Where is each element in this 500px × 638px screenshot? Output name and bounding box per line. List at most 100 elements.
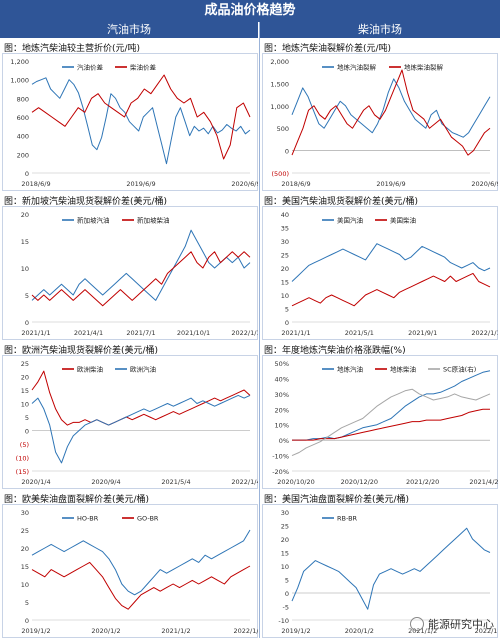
y-tick-label: 15 [21,563,29,571]
line-chart: -20% -10% 0% 10% 20% 30% 40% 50% 2020/10/20 2020/… [262,355,500,489]
x-tick-label: 2020/10/20 [277,478,314,486]
x-tick-label: 2021/9/1 [408,329,437,337]
x-tick-label: 2020/12/20 [341,478,378,486]
line-chart: (500) 0 500 1,000 1,500 2,000 2018/6/9 2019/6/9… [262,53,500,191]
series-line [291,78,491,138]
x-tick-label: 2022/1/1 [231,329,258,337]
y-tick-label: 25 [21,527,29,535]
x-tick-label: 2021/1/1 [21,329,50,337]
x-tick-label: 2020/1/2 [345,627,374,635]
y-tick-label: 40% [275,375,289,383]
series-line [292,370,491,441]
legend-label: 新加坡柴油 [137,216,170,225]
x-tick-label: 2022/1/1 [471,329,498,337]
y-tick-label: 0 [25,170,29,178]
x-tick-label: 2022/1/4 [231,478,258,486]
legend-label: 地炼柴油裂解 [404,63,444,72]
y-tick-label: 20 [281,536,289,544]
chart-frame [262,206,498,340]
y-tick-label: 40 [281,211,289,219]
chart-title: 图：地炼汽柴油较主营折价(元/吨) [4,44,141,54]
x-tick-label: 2022/1 [475,627,498,635]
legend-label: 欧洲汽油 [130,365,156,374]
y-tick-label: (15) [16,468,29,476]
y-tick-label: 30 [281,509,289,517]
y-tick-label: -5 [283,604,289,612]
y-tick-label: 20% [275,406,289,414]
y-tick-label: 10 [281,563,289,571]
y-tick-label: 50% [275,360,289,368]
legend-label: HO-BR [77,515,99,523]
y-tick-label: 30 [21,509,29,517]
x-tick-label: 2021/1/2 [408,627,437,635]
legend-label: 新加坡汽油 [77,216,110,225]
legend-label: 汽油价差 [77,63,104,72]
x-tick-label: 2021/4/1 [74,329,103,337]
y-tick-label: 200 [17,151,29,159]
chart-title: 图：地炼汽柴油裂解价差(元/吨) [264,44,392,54]
y-tick-label: 0 [285,590,289,598]
y-tick-label: 15 [21,238,29,246]
wechat-logo-icon [410,617,424,631]
series-line [31,529,251,596]
line-chart: 0 5 10 15 20 2021/1/1 2021/4/1 2021/7/1 2021/10/… [2,206,261,340]
series-line [31,77,251,165]
line-chart: 0 5 10 15 20 25 30 2019/1/2 2020/1/2 2021/1/2 2022… [2,504,259,638]
y-tick-label: 5 [285,306,289,314]
series-line [31,74,251,160]
y-tick-label: 5 [25,292,29,300]
legend-label: 美国汽油 [337,216,363,225]
chart-frame [2,53,258,191]
x-tick-label: 2018/6/9 [21,180,50,188]
y-tick-label: 20 [21,374,29,382]
y-tick-label: 25 [281,523,289,531]
y-tick-label: 0 [285,319,289,327]
y-tick-label: 30 [281,238,289,246]
chart-title: 图：美国汽油盘面裂解价差(美元/桶) [264,495,410,505]
y-tick-label: 5 [25,414,29,422]
y-tick-label: 600 [17,114,29,122]
y-tick-label: 1,000 [10,77,29,85]
legend-label: 欧洲柴油 [77,365,103,374]
x-tick-label: 2021/2/20 [406,478,439,486]
chart-title: 图：欧洲汽柴油现货裂解价差(美元/桶) [4,346,159,356]
series-line [31,229,251,301]
y-tick-label: 0 [25,617,29,625]
y-tick-label: 10% [275,422,289,430]
y-tick-label: 1,200 [10,58,29,66]
legend-label: 柴油价差 [130,63,157,72]
x-tick-label: 2021/4/20 [469,478,498,486]
x-tick-label: 2018/6/9 [281,180,310,188]
chart-frame [262,355,498,489]
y-tick-label: 15 [281,550,289,558]
series-line [292,408,490,441]
legend-label: 地炼柴油 [390,365,416,374]
y-tick-label: 10 [21,581,29,589]
x-tick-label: 2022/1/ [233,627,258,635]
series-line [31,251,251,307]
y-tick-label: -20% [272,468,289,476]
line-chart: 0 5 10 15 20 25 30 35 40 2021/1/1 2021/5/1 2021/9/1… [262,206,500,340]
chart-title: 图：美国汽柴油现货裂解价差(美元/桶) [264,197,419,207]
y-tick-label: 10 [281,292,289,300]
x-tick-label: 2019/1/2 [21,627,50,635]
legend-label: 地炼汽油裂解 [337,63,377,72]
y-tick-label: 15 [21,387,29,395]
y-tick-label: 25 [21,360,29,368]
x-tick-label: 2021/5/4 [161,478,190,486]
chart-frame [262,53,498,191]
y-tick-label: 35 [281,225,289,233]
y-tick-label: 20 [281,265,289,273]
y-tick-label: 2,000 [270,58,289,66]
x-tick-label: 2020/1/4 [21,478,50,486]
x-tick-label: 2021/10/1 [177,329,210,337]
legend-label: SC原油(右) [443,365,476,374]
series-line [31,394,251,464]
chart-frame [2,355,258,489]
y-tick-label: 10 [21,265,29,273]
legend-label: 美国柴油 [390,216,416,225]
x-tick-label: 2019/6/9 [126,180,155,188]
series-line [291,243,491,282]
x-tick-label: 2019/6/9 [376,180,405,188]
y-tick-label: -10% [272,453,289,461]
